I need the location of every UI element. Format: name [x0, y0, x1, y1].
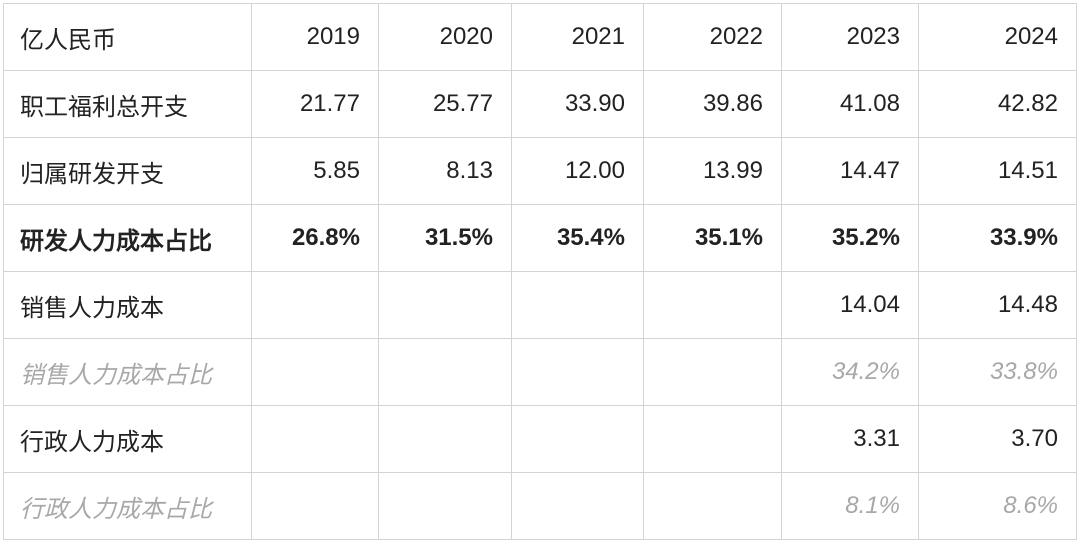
cell: 25.77 [378, 70, 512, 138]
table-row: 行政人力成本占比 8.1% 8.6% [3, 472, 1077, 540]
cell: 35.4% [511, 204, 644, 272]
table-row: 行政人力成本 3.31 3.70 [3, 405, 1077, 473]
cell: 2022 [643, 3, 782, 71]
cell: 14.47 [781, 137, 919, 205]
cell: 42.82 [918, 70, 1077, 138]
cell: 14.51 [918, 137, 1077, 205]
empty-cell [251, 405, 379, 473]
cell: 41.08 [781, 70, 919, 138]
cell: 31.5% [378, 204, 512, 272]
cell: 5.85 [251, 137, 379, 205]
cell: 3.70 [918, 405, 1077, 473]
empty-cell [251, 472, 379, 540]
cell: 8.6% [918, 472, 1077, 540]
empty-cell [643, 338, 782, 406]
empty-cell [511, 338, 644, 406]
empty-cell [251, 271, 379, 339]
cell: 33.8% [918, 338, 1077, 406]
cell: 35.1% [643, 204, 782, 272]
row-label: 行政人力成本 [3, 405, 252, 473]
cell: 34.2% [781, 338, 919, 406]
cell: 14.48 [918, 271, 1077, 339]
empty-cell [643, 271, 782, 339]
cell: 33.90 [511, 70, 644, 138]
table-row: 职工福利总开支 21.77 25.77 33.90 39.86 41.08 42.82 [3, 70, 1077, 138]
row-label: 销售人力成本 [3, 271, 252, 339]
row-label: 研发人力成本占比 [3, 204, 252, 272]
row-label: 亿人民币 [3, 3, 252, 71]
header-row: 亿人民币 2019 2020 2021 2022 2023 2024 [3, 3, 1077, 71]
table-row: 归属研发开支 5.85 8.13 12.00 13.99 14.47 14.51 [3, 137, 1077, 205]
row-label: 职工福利总开支 [3, 70, 252, 138]
cell: 35.2% [781, 204, 919, 272]
cell: 3.31 [781, 405, 919, 473]
cell: 13.99 [643, 137, 782, 205]
table-row: 研发人力成本占比 26.8% 31.5% 35.4% 35.1% 35.2% 33.9% [3, 204, 1077, 272]
empty-cell [511, 472, 644, 540]
cell: 2024 [918, 3, 1077, 71]
row-label: 归属研发开支 [3, 137, 252, 205]
empty-cell [511, 271, 644, 339]
empty-cell [378, 472, 512, 540]
empty-cell [643, 405, 782, 473]
row-label: 行政人力成本占比 [3, 472, 252, 540]
cell: 21.77 [251, 70, 379, 138]
empty-cell [378, 338, 512, 406]
empty-cell [378, 271, 512, 339]
table-row: 销售人力成本 14.04 14.48 [3, 271, 1077, 339]
cell: 2023 [781, 3, 919, 71]
data-table: 亿人民币 2019 2020 2021 2022 2023 2024 职工福利总开支 21.77… [3, 3, 1077, 540]
cell: 39.86 [643, 70, 782, 138]
empty-cell [511, 405, 644, 473]
empty-cell [643, 472, 782, 540]
cell: 33.9% [918, 204, 1077, 272]
empty-cell [378, 405, 512, 473]
cell: 26.8% [251, 204, 379, 272]
cell: 2021 [511, 3, 644, 71]
cell: 2019 [251, 3, 379, 71]
cell: 14.04 [781, 271, 919, 339]
table-body: 亿人民币 2019 2020 2021 2022 2023 2024 职工福利总开支 21.77… [3, 3, 1077, 540]
cell: 12.00 [511, 137, 644, 205]
empty-cell [251, 338, 379, 406]
cell: 8.13 [378, 137, 512, 205]
row-label: 销售人力成本占比 [3, 338, 252, 406]
cell: 2020 [378, 3, 512, 71]
cell: 8.1% [781, 472, 919, 540]
table-row: 销售人力成本占比 34.2% 33.8% [3, 338, 1077, 406]
